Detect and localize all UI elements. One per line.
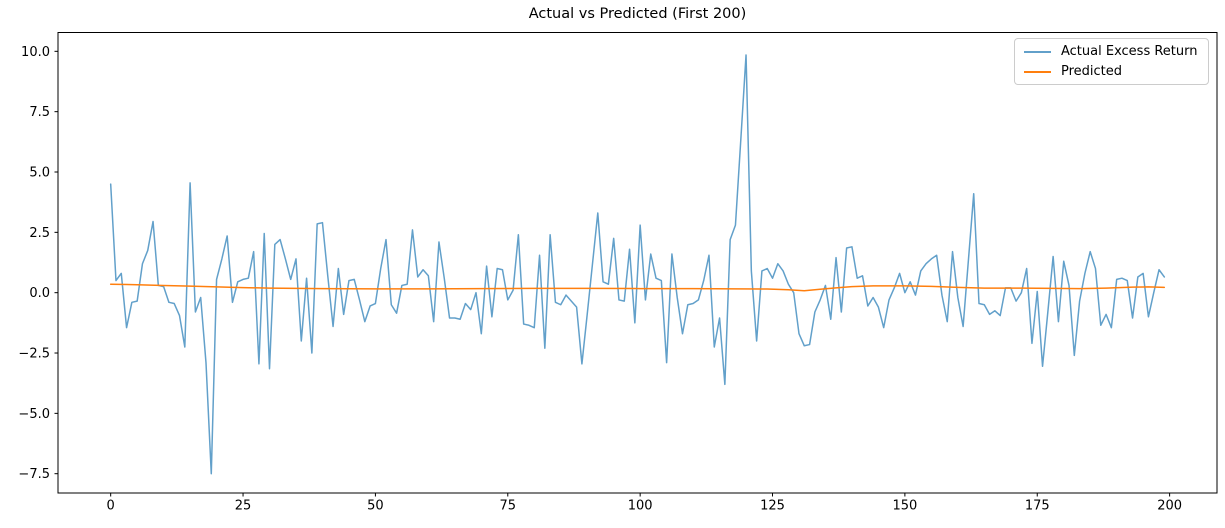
y-tick-label: 5.0 (29, 166, 50, 181)
x-tick-label: 25 (235, 499, 252, 514)
x-tick-label: 125 (760, 499, 785, 514)
actual-line (109, 54, 1166, 475)
y-tick-label: 10.0 (21, 45, 50, 60)
legend-entry-actual: Actual Excess Return (1024, 44, 1199, 59)
actual-line-swatch (1024, 50, 1051, 53)
y-tick-label: 0.0 (29, 286, 50, 301)
y-tick-label: 7.5 (29, 105, 50, 120)
legend-label-actual: Actual Excess Return (1061, 44, 1198, 59)
predicted-line-swatch (1024, 70, 1051, 73)
y-tick-label: −7.5 (18, 467, 50, 482)
x-tick-label: 200 (1157, 499, 1182, 514)
predicted-line (109, 283, 1166, 292)
chart-title: Actual vs Predicted (First 200) (528, 6, 747, 22)
x-tick-label: 150 (892, 499, 917, 514)
y-tick-label: −2.5 (18, 347, 50, 362)
y-tick-label: 2.5 (29, 226, 50, 241)
legend-label-predicted: Predicted (1061, 64, 1123, 79)
x-tick-label: 175 (1025, 499, 1050, 514)
x-tick-label: 75 (500, 499, 517, 514)
axes-spines (57, 32, 1218, 494)
y-tick-label: −5.0 (18, 407, 50, 422)
x-tick-label: 0 (107, 499, 115, 514)
x-tick-label: 100 (628, 499, 653, 514)
x-tick-label: 50 (367, 499, 384, 514)
legend-entry-predicted: Predicted (1024, 64, 1199, 79)
legend: Actual Excess Return Predicted (1014, 38, 1209, 85)
